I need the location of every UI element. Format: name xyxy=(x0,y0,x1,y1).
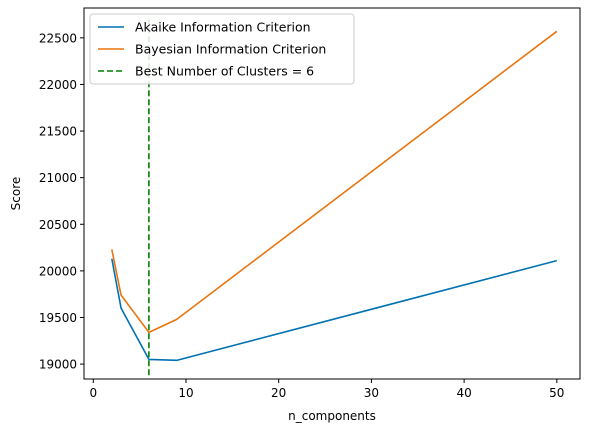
y-tick-label: 21000 xyxy=(39,171,77,185)
legend-label: Best Number of Clusters = 6 xyxy=(135,64,314,79)
x-tick-label: 20 xyxy=(271,386,286,400)
y-axis-label: Score xyxy=(9,177,23,211)
series-line-aic xyxy=(111,258,558,362)
plot-lines xyxy=(111,19,558,376)
y-tick-label: 20000 xyxy=(39,264,77,278)
y-tick-label: 19500 xyxy=(39,311,77,325)
x-axis-label: n_components xyxy=(288,409,376,423)
y-tick-label: 21500 xyxy=(39,125,77,139)
y-axis-ticks: 19000 19500 20000 20500 21000 21500 22000 22500 xyxy=(39,31,84,372)
y-tick-label: 19000 xyxy=(39,358,77,372)
legend: Akaike Information Criterion Bayesian Inf… xyxy=(89,13,355,85)
y-tick-label: 22000 xyxy=(39,78,77,92)
plot-frame xyxy=(83,7,581,380)
x-tick-label: 30 xyxy=(364,386,379,400)
x-tick-label: 0 xyxy=(89,386,97,400)
legend-label: Akaike Information Criterion xyxy=(135,20,311,35)
y-tick-label: 22500 xyxy=(39,31,77,45)
x-axis-ticks: 0 10 20 30 40 50 xyxy=(89,379,564,400)
x-tick-label: 50 xyxy=(549,386,564,400)
series-line-bic xyxy=(111,30,558,334)
x-tick-label: 10 xyxy=(178,386,193,400)
x-tick-label: 40 xyxy=(456,386,471,400)
y-tick-label: 20500 xyxy=(39,218,77,232)
legend-label: Bayesian Information Criterion xyxy=(135,42,326,57)
legend-box xyxy=(89,13,355,85)
